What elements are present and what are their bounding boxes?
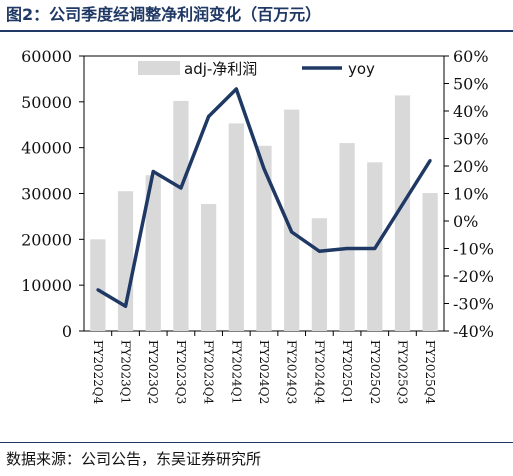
y-right-tick-label: -30% (453, 295, 494, 314)
legend-label-bars: adj-净利润 (184, 60, 257, 78)
y-left-tick-label: 20000 (21, 230, 72, 249)
yoy-point (96, 288, 100, 292)
y-right-tick-label: 0% (453, 212, 478, 231)
y-left-tick-label: 50000 (21, 93, 72, 112)
title-divider (0, 30, 513, 32)
y-left-tick-label: 40000 (21, 139, 72, 158)
y-right-tick-label: -40% (453, 322, 494, 341)
legend-label-yoy: yoy (348, 60, 375, 78)
yoy-point (428, 159, 432, 162)
yoy-point (179, 186, 183, 190)
bar (228, 123, 244, 331)
x-tick-label: FY2022Q4 (91, 340, 105, 405)
yoy-point (317, 249, 321, 253)
bar (394, 95, 411, 332)
bar (90, 239, 106, 331)
bar (117, 191, 134, 331)
bar (284, 109, 300, 331)
x-tick-label: FY2023Q3 (174, 340, 188, 404)
y-left-tick-label: 60000 (21, 47, 72, 66)
x-tick-label: FY2024Q1 (229, 340, 243, 404)
x-tick-label: FY2023Q1 (119, 340, 133, 404)
x-tick-label: FY2023Q2 (146, 340, 160, 404)
yoy-point (124, 304, 128, 308)
x-tick-label: FY2025Q3 (395, 340, 409, 404)
bar (422, 193, 438, 331)
y-left-tick-label: 10000 (21, 276, 72, 295)
y-left-tick-label: 30000 (21, 185, 72, 204)
bar (173, 100, 189, 332)
y-right-tick-label: 60% (453, 47, 489, 66)
x-tick-label: FY2024Q2 (257, 340, 271, 404)
x-tick-label: FY2024Q3 (285, 340, 299, 404)
y-right-tick-label: 40% (453, 102, 489, 121)
yoy-point (290, 230, 294, 234)
yoy-point (207, 115, 211, 118)
chart: 0 10000 20000 30000 40000 50000 60000 -40% -30% -… (21, 47, 494, 405)
x-tick-label: FY2023Q4 (202, 340, 216, 405)
bar (311, 218, 327, 331)
y-right-tick-label: 20% (453, 157, 489, 176)
yoy-point (262, 167, 266, 171)
yoy-point (234, 87, 238, 91)
chart-title: 图2：公司季度经调整净利润变化（百万元） (6, 5, 322, 24)
yoy-point (151, 170, 155, 173)
x-tick-label: FY2025Q2 (368, 340, 382, 404)
bar (256, 145, 272, 331)
y-right-tick-label: 30% (453, 130, 489, 149)
y-right-tick-label: -20% (453, 267, 494, 286)
y-right-tick-label: 50% (453, 75, 489, 94)
x-tick-label: FY2025Q1 (340, 340, 354, 404)
legend-swatch-bars (138, 61, 180, 75)
bar (201, 204, 217, 331)
bar (339, 143, 355, 331)
yoy-point (373, 247, 377, 250)
source-note: 数据来源：公司公告，东吴证券研究所 (6, 450, 262, 468)
yoy-point (345, 247, 349, 250)
y-right-tick-label: -10% (453, 240, 494, 259)
x-tick-label: FY2024Q4 (312, 340, 326, 405)
footer-divider (0, 442, 513, 443)
yoy-point (400, 203, 404, 206)
y-right-tick-label: 10% (453, 185, 489, 204)
y-left-tick-label: 0 (62, 322, 72, 341)
x-tick-label: FY2025Q4 (423, 340, 437, 405)
bar (145, 175, 161, 331)
